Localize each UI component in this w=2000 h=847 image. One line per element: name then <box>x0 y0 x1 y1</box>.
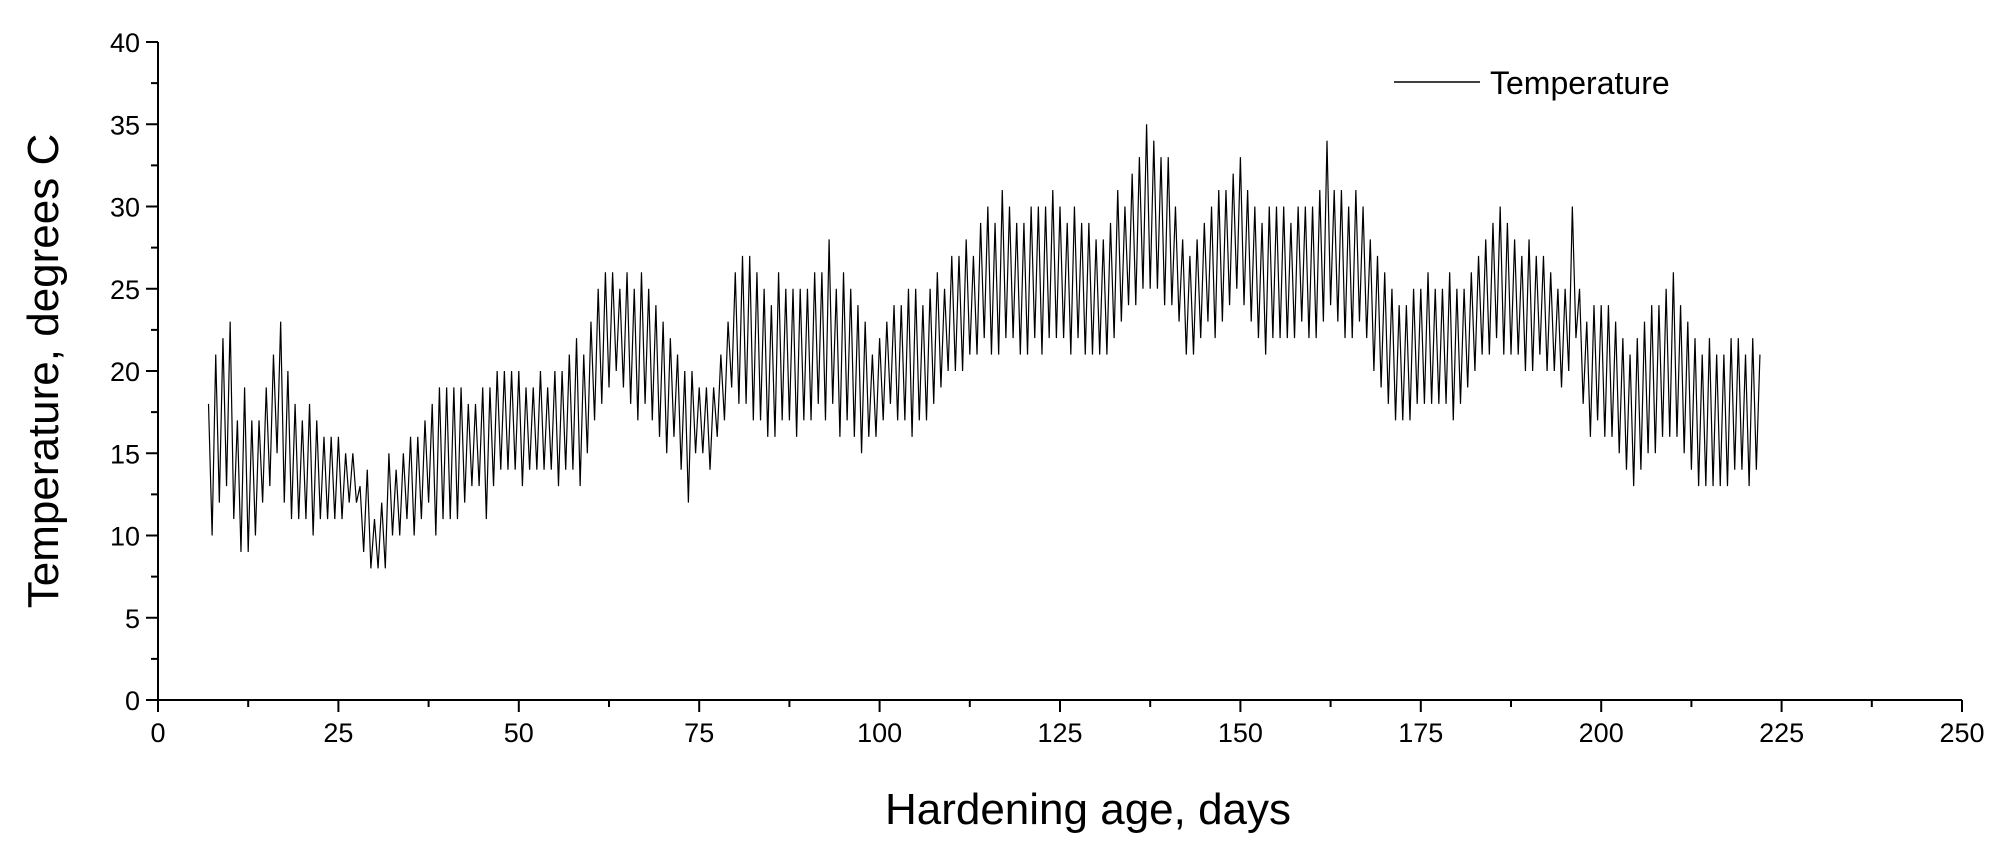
x-tick-label: 75 <box>684 718 714 748</box>
y-axis-title: Temperature, degrees C <box>19 134 68 608</box>
x-tick-label: 25 <box>323 718 353 748</box>
x-tick-label: 200 <box>1579 718 1624 748</box>
y-tick-label: 30 <box>110 193 140 223</box>
y-tick-label: 15 <box>110 439 140 469</box>
y-tick-label: 10 <box>110 522 140 552</box>
legend-label-temperature: Temperature <box>1490 65 1670 101</box>
series-line-temperature <box>207 124 1761 569</box>
x-tick-label: 150 <box>1218 718 1263 748</box>
x-tick-label: 50 <box>504 718 534 748</box>
y-tick-label: 35 <box>110 110 140 140</box>
y-ticks: 0 5 10 15 20 25 30 35 40 <box>110 28 158 716</box>
y-tick-label: 0 <box>125 686 140 716</box>
x-axis-title: Hardening age, days <box>885 785 1291 834</box>
x-tick-label: 0 <box>150 718 165 748</box>
x-ticks: 0 25 50 75 100 125 150 175 200 225 250 <box>150 700 1985 748</box>
x-tick-label: 250 <box>1939 718 1984 748</box>
y-tick-label: 5 <box>125 604 140 634</box>
x-tick-label: 175 <box>1398 718 1443 748</box>
plot-area <box>207 124 1761 569</box>
y-tick-label: 40 <box>110 28 140 58</box>
legend: Temperature <box>1394 65 1670 101</box>
y-tick-label: 20 <box>110 357 140 387</box>
x-tick-label: 100 <box>857 718 902 748</box>
axes <box>157 42 1962 701</box>
y-tick-label: 25 <box>110 275 140 305</box>
x-tick-label: 125 <box>1037 718 1082 748</box>
x-tick-label: 225 <box>1759 718 1804 748</box>
